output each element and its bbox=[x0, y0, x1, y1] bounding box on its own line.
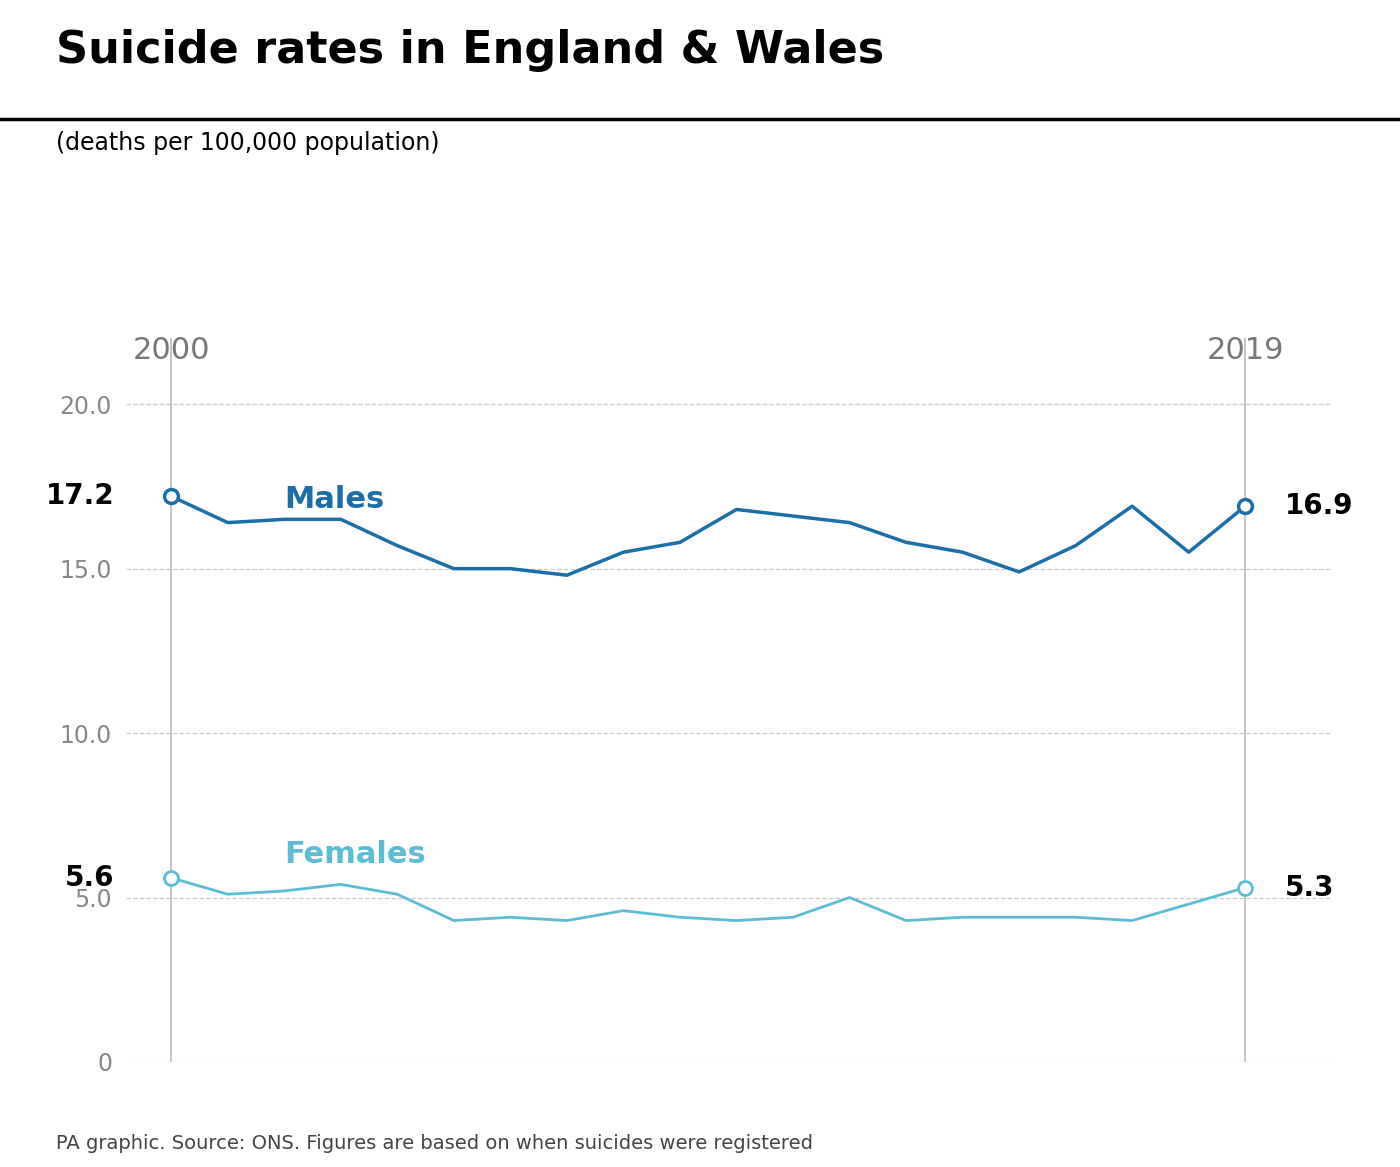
Text: 16.9: 16.9 bbox=[1285, 492, 1354, 520]
Text: 2019: 2019 bbox=[1207, 336, 1284, 365]
Text: PA graphic. Source: ONS. Figures are based on when suicides were registered: PA graphic. Source: ONS. Figures are bas… bbox=[56, 1134, 813, 1153]
Text: Males: Males bbox=[284, 485, 385, 515]
Text: 2000: 2000 bbox=[133, 336, 210, 365]
Text: Females: Females bbox=[284, 840, 426, 869]
Text: 5.6: 5.6 bbox=[66, 864, 115, 892]
Text: 17.2: 17.2 bbox=[46, 482, 115, 510]
Text: (deaths per 100,000 population): (deaths per 100,000 population) bbox=[56, 131, 440, 155]
Text: Suicide rates in England & Wales: Suicide rates in England & Wales bbox=[56, 29, 885, 72]
Text: 5.3: 5.3 bbox=[1285, 874, 1334, 902]
